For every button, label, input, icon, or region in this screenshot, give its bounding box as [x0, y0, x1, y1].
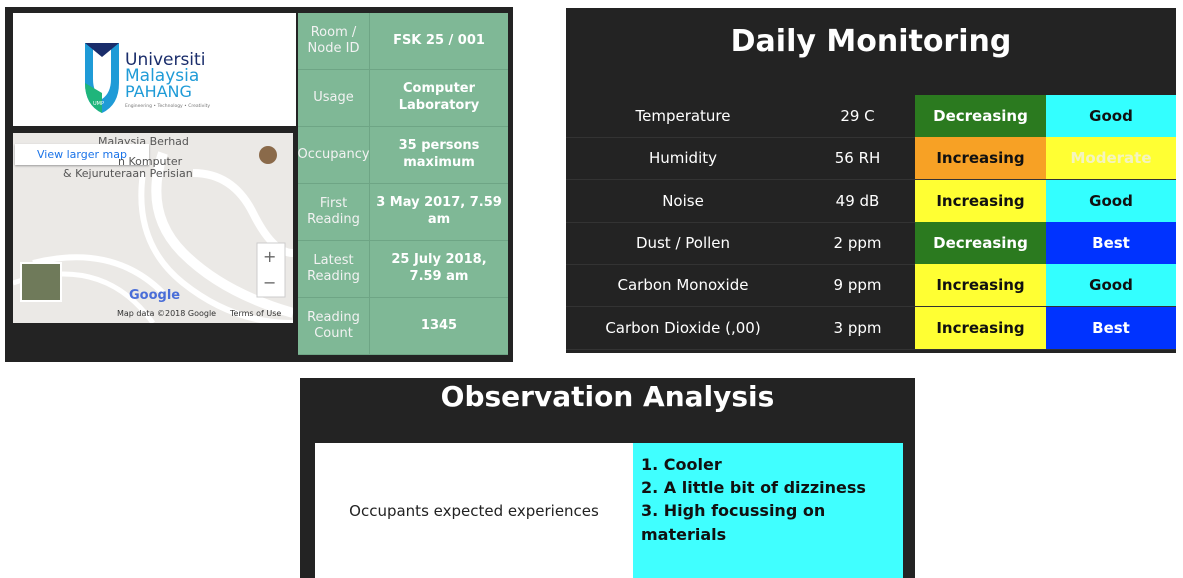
map-terms[interactable]: Terms of Use [230, 309, 281, 318]
logo-box: UMP Universiti Malaysia PAHANG Engineeri… [13, 13, 296, 126]
param-name: Dust / Pollen [566, 222, 800, 264]
map-place: & Kejuruteraan Perisian [63, 167, 193, 180]
node-label: Room / Node ID [298, 13, 370, 69]
param-value: 29 C [800, 95, 915, 137]
trend: Increasing [915, 137, 1046, 179]
status: Best [1046, 307, 1176, 349]
observation-item: 1. Cooler [641, 453, 895, 476]
zoom-in[interactable]: + [263, 247, 276, 266]
trend: Decreasing [915, 222, 1046, 264]
node-label: First Reading [298, 184, 370, 240]
observation-title: Observation Analysis [300, 380, 915, 413]
status: Good [1046, 264, 1176, 306]
node-value: 3 May 2017, 7.59 am [370, 184, 508, 240]
logo: UMP Universiti Malaysia PAHANG Engineeri… [13, 13, 296, 126]
param-name: Noise [566, 180, 800, 222]
node-value: Computer Laboratory [370, 70, 508, 126]
param-name: Carbon Dioxide (,00) [566, 307, 800, 349]
param-value: 9 ppm [800, 264, 915, 306]
status: Moderate [1046, 137, 1176, 179]
param-name: Carbon Monoxide [566, 264, 800, 306]
map-attribution: Map data ©2018 Google [117, 309, 216, 318]
status: Best [1046, 222, 1176, 264]
param-name: Temperature [566, 95, 800, 137]
emblem-text: UMP [93, 101, 104, 107]
trend: Decreasing [915, 95, 1046, 137]
logo-line: PAHANG [125, 82, 192, 101]
param-value: 3 ppm [800, 307, 915, 349]
logo-tagline: Engineering • Technology • Creativity [125, 103, 210, 109]
status: Good [1046, 180, 1176, 222]
node-value: 35 persons maximum [370, 127, 508, 183]
node-label: Usage [298, 70, 370, 126]
param-name: Humidity [566, 137, 800, 179]
node-value: 25 July 2018, 7.59 am [370, 241, 508, 297]
node-value: FSK 25 / 001 [370, 13, 508, 69]
node-label: Reading Count [298, 298, 370, 354]
daily-title: Daily Monitoring [566, 24, 1176, 59]
map-brand: Google [129, 288, 180, 303]
param-value: 49 dB [800, 180, 915, 222]
status: Good [1046, 95, 1176, 137]
observation-item: 2. A little bit of dizziness [641, 476, 895, 499]
trend: Increasing [915, 180, 1046, 222]
node-label: Latest Reading [298, 241, 370, 297]
trend: Increasing [915, 264, 1046, 306]
trend: Increasing [915, 307, 1046, 349]
page: UMP Universiti Malaysia PAHANG Engineeri… [0, 0, 1183, 578]
node-label: Occupancy [298, 127, 370, 183]
map: Malaysia Berhad View larger map n Komput… [13, 133, 293, 323]
observation-label: Occupants expected experiences [315, 443, 633, 578]
param-value: 56 RH [800, 137, 915, 179]
param-value: 2 ppm [800, 222, 915, 264]
node-value: 1345 [370, 298, 508, 354]
observation-item: 3. High focussing on materials [641, 499, 895, 545]
zoom-out[interactable]: − [263, 273, 276, 292]
